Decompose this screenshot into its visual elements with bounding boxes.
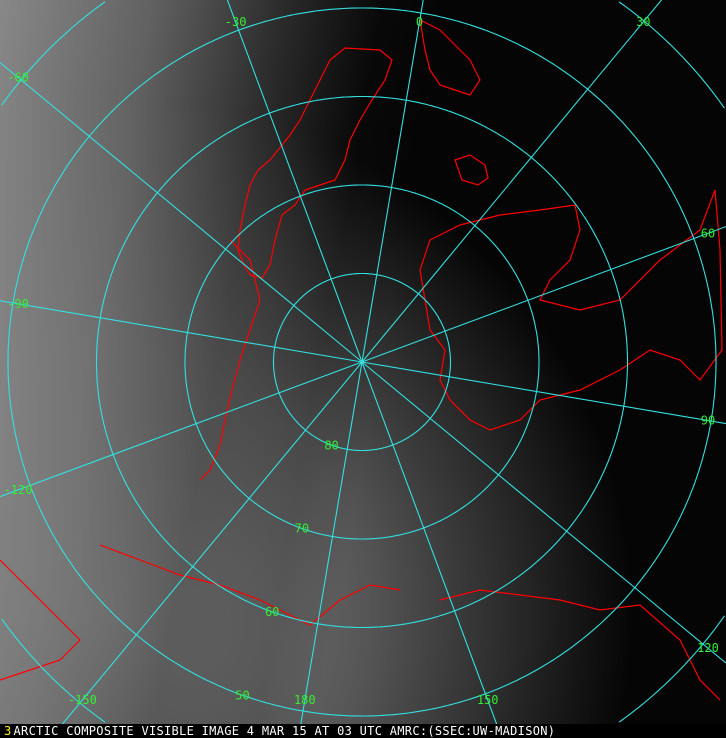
parallel-label: 70 bbox=[295, 522, 309, 536]
meridian--90 bbox=[0, 300, 363, 363]
coastline-greenland bbox=[237, 47, 393, 279]
meridian-label: -150 bbox=[68, 693, 97, 707]
parallel-label: 50 bbox=[235, 688, 249, 702]
parallel-40 bbox=[1, 1, 725, 723]
parallel-50 bbox=[7, 7, 717, 717]
meridian-label: 30 bbox=[636, 15, 650, 29]
meridian-label: -90 bbox=[7, 297, 29, 311]
coastlines bbox=[0, 18, 723, 701]
meridian-label: 60 bbox=[701, 226, 715, 240]
meridian-150 bbox=[361, 361, 498, 724]
meridian-label: 180 bbox=[294, 693, 316, 707]
coastline-chukotka bbox=[439, 589, 721, 701]
meridian--150 bbox=[62, 361, 363, 724]
coastline-hudson bbox=[0, 559, 81, 681]
meridian-120 bbox=[361, 361, 726, 664]
image-caption-bar: 3 ARCTIC COMPOSITE VISIBLE IMAGE 4 MAR 15… bbox=[0, 724, 726, 738]
meridian-label: 150 bbox=[477, 693, 499, 707]
meridian--120 bbox=[0, 361, 363, 498]
parallel-80 bbox=[272, 272, 452, 452]
meridian-60 bbox=[361, 226, 726, 363]
coastline-canada bbox=[199, 239, 261, 481]
parallel-60 bbox=[95, 95, 629, 629]
coastline-scandinavia bbox=[419, 18, 481, 96]
meridian-label: 90 bbox=[701, 414, 715, 428]
meridian-label: 0 bbox=[416, 15, 423, 29]
coastline-svalbard bbox=[454, 154, 489, 186]
caption-text: ARCTIC COMPOSITE VISIBLE IMAGE 4 MAR 15 … bbox=[13, 724, 556, 738]
grid-labels: 80 70 60 50 -30 0 30 -60 60 -90 90 -120 120 -150 150 18… bbox=[4, 15, 719, 707]
meridian-label: -30 bbox=[225, 15, 247, 29]
meridian-label: -60 bbox=[7, 70, 29, 84]
meridian--30 bbox=[226, 0, 363, 363]
meridian-90 bbox=[361, 361, 726, 425]
meridian-0 bbox=[361, 0, 424, 363]
parallel-label: 80 bbox=[324, 438, 338, 452]
coastline-alaska bbox=[99, 544, 401, 626]
meridian-label: -120 bbox=[4, 483, 33, 497]
parallel-70 bbox=[184, 184, 540, 540]
coastline-siberia bbox=[419, 189, 723, 431]
parallel-label: 60 bbox=[265, 605, 279, 619]
meridian-180 bbox=[300, 361, 363, 724]
meridian-label: 120 bbox=[697, 641, 719, 655]
frame-number: 3 bbox=[4, 724, 12, 738]
meridian--60 bbox=[0, 62, 363, 363]
meridian-30 bbox=[361, 0, 662, 363]
